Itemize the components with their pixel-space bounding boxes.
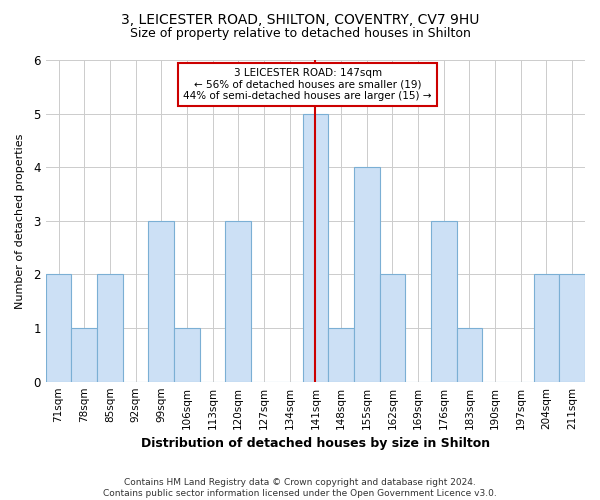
Bar (533, 274, 559, 382)
Bar (380, 274, 405, 382)
Bar (46, 274, 71, 382)
Bar (457, 328, 482, 382)
Text: Size of property relative to detached houses in Shilton: Size of property relative to detached ho… (130, 28, 470, 40)
Text: 3, LEICESTER ROAD, SHILTON, COVENTRY, CV7 9HU: 3, LEICESTER ROAD, SHILTON, COVENTRY, CV… (121, 12, 479, 26)
Bar (71, 328, 97, 382)
X-axis label: Distribution of detached houses by size in Shilton: Distribution of detached houses by size … (141, 437, 490, 450)
Bar (174, 328, 200, 382)
Bar (431, 221, 457, 382)
Bar (226, 221, 251, 382)
Text: Contains HM Land Registry data © Crown copyright and database right 2024.
Contai: Contains HM Land Registry data © Crown c… (103, 478, 497, 498)
Bar (328, 328, 354, 382)
Bar (97, 274, 123, 382)
Text: 3 LEICESTER ROAD: 147sqm
← 56% of detached houses are smaller (19)
44% of semi-d: 3 LEICESTER ROAD: 147sqm ← 56% of detach… (184, 68, 432, 101)
Bar (559, 274, 585, 382)
Bar (148, 221, 174, 382)
Bar (302, 114, 328, 382)
Bar (354, 167, 380, 382)
Y-axis label: Number of detached properties: Number of detached properties (15, 133, 25, 308)
